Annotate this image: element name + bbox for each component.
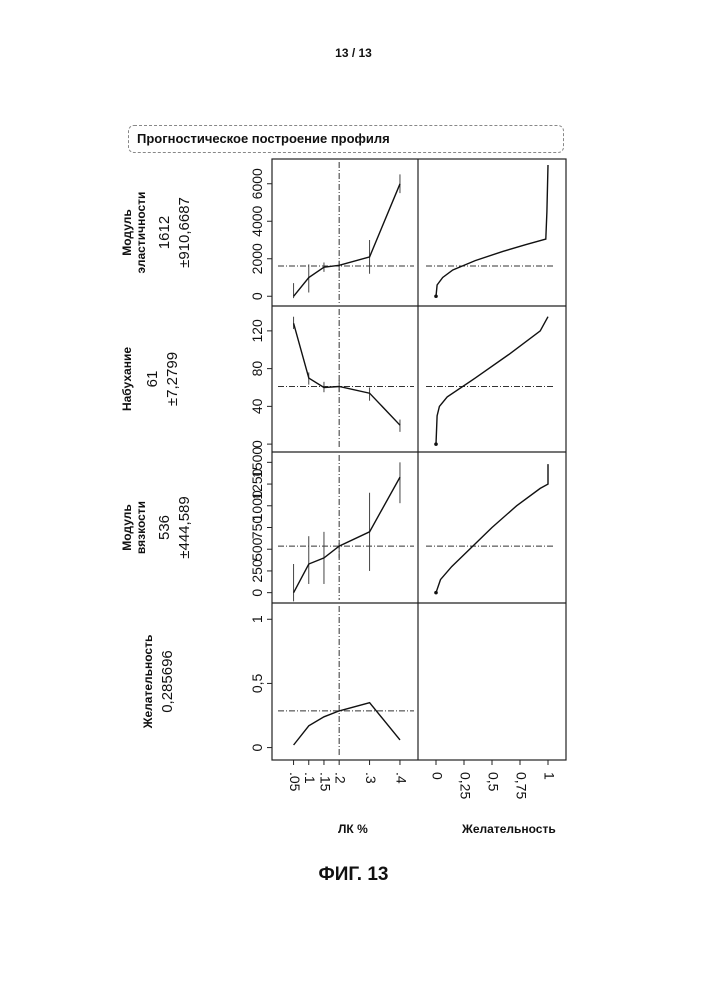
row-label-name: эластичности <box>134 192 148 274</box>
y-tick-label: 2000 <box>249 243 265 274</box>
prediction-line <box>294 184 400 296</box>
row-2-group: 0250500750100012501500 <box>249 447 554 602</box>
x-axis-title-factor: ЛК % <box>338 822 368 836</box>
y-tick-label: 1 <box>249 615 265 623</box>
row-label-name: Модуль <box>120 504 134 550</box>
row-label-value: 0,285696 <box>159 650 176 713</box>
row-label-name: Модуль <box>120 209 134 255</box>
x-tick-label-desirability: 0,5 <box>485 772 501 792</box>
row-1-group: 04080120 <box>249 309 554 449</box>
prediction-line <box>294 477 400 593</box>
x-tick-label: .4 <box>393 772 409 784</box>
y-tick-label: 0 <box>249 743 265 751</box>
row-0-group: 0 2000 4000 6000 <box>249 162 554 303</box>
x-tick-label: .15 <box>317 772 333 792</box>
x-tick-label: .2 <box>332 772 348 784</box>
prediction-line <box>294 323 400 425</box>
y-tick-label: 120 <box>249 319 265 343</box>
x-tick-label: .3 <box>363 772 379 784</box>
row-label-value: 61 <box>144 371 161 388</box>
desirability-function-line <box>436 464 548 593</box>
row-label-value: 1612 <box>156 216 173 249</box>
y-tick-label: 4000 <box>249 205 265 236</box>
x-tick-label-desirability: 1 <box>541 772 557 780</box>
y-tick-label: 0 <box>249 589 265 597</box>
y-tick-label: 1500 <box>249 447 265 478</box>
row-label-value: 536 <box>156 515 173 540</box>
row-label-name: Желательность <box>141 635 155 730</box>
profiler-frame <box>272 159 566 760</box>
figure-label: ФИГ. 13 <box>0 864 707 886</box>
x-tick-label-desirability: 0,75 <box>513 772 529 799</box>
y-tick-label: 80 <box>249 361 265 377</box>
x-tick-label-desirability: 0,25 <box>457 772 473 799</box>
x-tick-label-desirability: 0 <box>429 772 445 780</box>
desirability-function-line <box>436 317 548 444</box>
x-axis-title-desirability: Желательность <box>462 822 556 836</box>
y-tick-label: 6000 <box>249 168 265 199</box>
row-label-interval: ±910,6687 <box>176 197 193 268</box>
x-tick-label: .05 <box>287 772 303 792</box>
y-tick-label: 500 <box>249 537 265 561</box>
row-3-group: 00,51 <box>249 606 414 757</box>
row-label-name: Набухание <box>120 347 134 411</box>
y-tick-label: 250 <box>249 559 265 583</box>
desirability-start-point <box>434 442 438 446</box>
prediction-line <box>294 703 400 745</box>
desirability-start-point <box>434 294 438 298</box>
y-tick-label: 40 <box>249 398 265 414</box>
x-tick-label: .1 <box>302 772 318 784</box>
y-tick-label: 0,5 <box>249 673 265 693</box>
y-tick-label: 0 <box>249 292 265 300</box>
row-label-interval: ±444,589 <box>176 496 193 558</box>
row-label-interval: ±7,2799 <box>164 352 181 406</box>
desirability-start-point <box>434 591 438 595</box>
desirability-function-line <box>436 165 548 296</box>
row-label-name: вязкости <box>134 501 148 554</box>
